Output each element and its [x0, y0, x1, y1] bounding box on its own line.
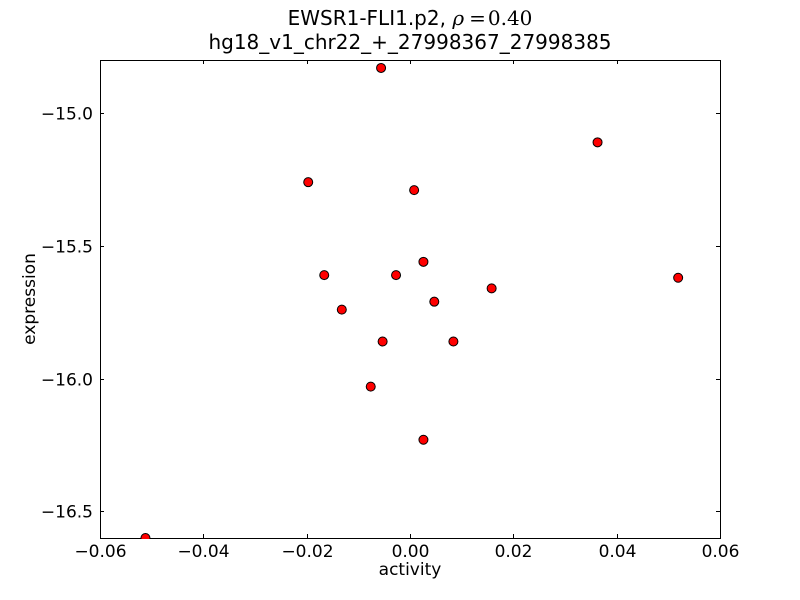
- data-point: [319, 270, 330, 281]
- data-point: [140, 533, 151, 539]
- chart-subtitle: hg18_v1_chr22_+_27998367_27998385: [208, 30, 612, 54]
- chart-title-text: EWSR1-FLI1.p2,: [287, 6, 453, 30]
- rho-value: 0.40: [487, 6, 533, 30]
- data-point: [365, 381, 376, 392]
- equals-sign: =: [469, 6, 486, 30]
- x-axis-label: activity: [378, 560, 442, 580]
- data-point: [592, 137, 603, 148]
- data-point: [673, 272, 684, 283]
- x-tick-label: −0.06: [74, 542, 126, 562]
- y-tick-label: −16.0: [41, 371, 93, 391]
- data-point: [486, 283, 497, 294]
- x-tick-label: 0.04: [599, 542, 637, 562]
- x-tick-label: 0.00: [392, 542, 430, 562]
- rho-symbol: ρ: [452, 6, 465, 30]
- x-tick-label: 0.06: [702, 542, 740, 562]
- x-tick-label: −0.04: [177, 542, 229, 562]
- data-point: [336, 304, 347, 315]
- y-tick-label: −15.5: [41, 238, 93, 258]
- data-point: [376, 62, 387, 73]
- axes-frame: [100, 60, 721, 539]
- chart-title-block: EWSR1-FLI1.p2, ρ = 0.40 hg18_v1_chr22_+_27…: [100, 6, 720, 54]
- data-point: [429, 296, 440, 307]
- data-point: [391, 270, 402, 281]
- data-point: [377, 336, 388, 347]
- scatter-points-group: [140, 62, 684, 539]
- y-axis-label: expression: [20, 253, 40, 345]
- chart-title: EWSR1-FLI1.p2, ρ = 0.40: [100, 6, 720, 30]
- y-tick-label: −16.5: [41, 503, 93, 523]
- data-point: [418, 434, 429, 445]
- y-tick-label: −15.0: [41, 105, 93, 125]
- data-point: [418, 256, 429, 267]
- x-tick-label: 0.02: [495, 542, 533, 562]
- data-point: [409, 185, 420, 196]
- x-tick-label: −0.02: [281, 542, 333, 562]
- data-point: [448, 336, 459, 347]
- data-point: [303, 177, 314, 188]
